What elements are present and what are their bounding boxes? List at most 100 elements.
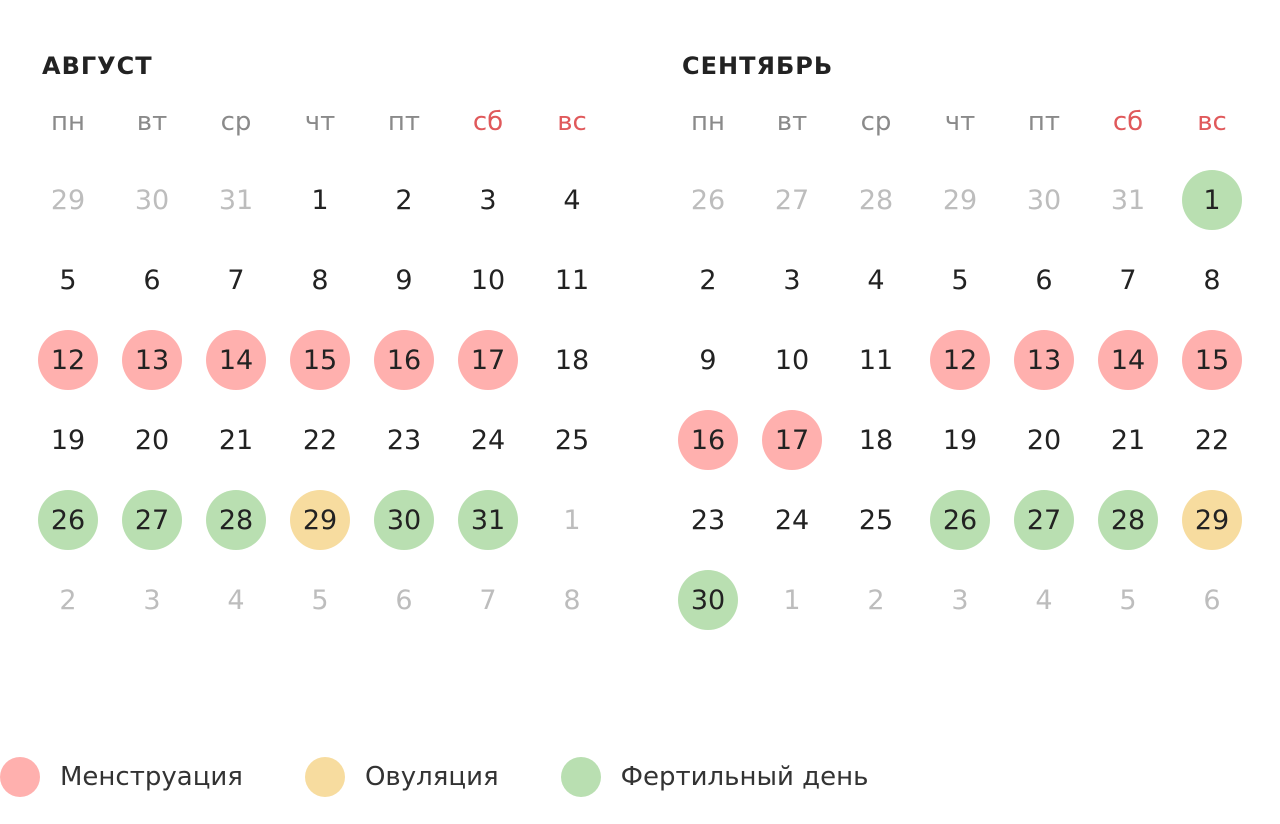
- day-cell-other-month[interactable]: 1: [530, 480, 614, 560]
- day-cell-fertile[interactable]: 27: [110, 480, 194, 560]
- day-cell-other-month[interactable]: 2: [834, 560, 918, 640]
- day-cell-fertile[interactable]: 28: [1086, 480, 1170, 560]
- day-cell-menstruation[interactable]: 16: [666, 400, 750, 480]
- day-number: 17: [762, 410, 822, 470]
- day-number: 3: [143, 584, 161, 616]
- day-cell[interactable]: 23: [362, 400, 446, 480]
- day-cell[interactable]: 10: [446, 240, 530, 320]
- day-cell[interactable]: 9: [362, 240, 446, 320]
- day-cell[interactable]: 3: [750, 240, 834, 320]
- day-cell-fertile[interactable]: 30: [362, 480, 446, 560]
- day-cell-menstruation[interactable]: 14: [194, 320, 278, 400]
- day-cell[interactable]: 5: [918, 240, 1002, 320]
- day-cell[interactable]: 4: [530, 160, 614, 240]
- day-cell[interactable]: 6: [1002, 240, 1086, 320]
- day-cell-menstruation[interactable]: 15: [1170, 320, 1254, 400]
- day-number: 16: [678, 410, 738, 470]
- day-cell[interactable]: 25: [834, 480, 918, 560]
- day-cell[interactable]: 18: [530, 320, 614, 400]
- day-cell-menstruation[interactable]: 15: [278, 320, 362, 400]
- day-cell-menstruation[interactable]: 12: [918, 320, 1002, 400]
- day-cell[interactable]: 2: [666, 240, 750, 320]
- day-cell-menstruation[interactable]: 13: [1002, 320, 1086, 400]
- day-cell-other-month[interactable]: 4: [194, 560, 278, 640]
- day-cell-other-month[interactable]: 31: [1086, 160, 1170, 240]
- day-cell-other-month[interactable]: 3: [918, 560, 1002, 640]
- day-cell-other-month[interactable]: 1: [750, 560, 834, 640]
- day-cell-other-month[interactable]: 29: [26, 160, 110, 240]
- day-cell-ovulation[interactable]: 29: [278, 480, 362, 560]
- day-cell[interactable]: 19: [26, 400, 110, 480]
- day-cell[interactable]: 7: [1086, 240, 1170, 320]
- day-cell[interactable]: 21: [1086, 400, 1170, 480]
- day-cell-fertile[interactable]: 26: [918, 480, 1002, 560]
- day-cell[interactable]: 20: [1002, 400, 1086, 480]
- day-cell-fertile[interactable]: 26: [26, 480, 110, 560]
- legend-item-fertile: Фертильный день: [560, 757, 868, 797]
- day-cell-other-month[interactable]: 2: [26, 560, 110, 640]
- day-cell-menstruation[interactable]: 13: [110, 320, 194, 400]
- day-cell-other-month[interactable]: 8: [530, 560, 614, 640]
- day-cell[interactable]: 19: [918, 400, 1002, 480]
- day-cell[interactable]: 10: [750, 320, 834, 400]
- day-cell[interactable]: 4: [834, 240, 918, 320]
- day-cell[interactable]: 24: [446, 400, 530, 480]
- day-cell-menstruation[interactable]: 17: [750, 400, 834, 480]
- day-number: 1: [563, 504, 581, 536]
- day-cell-menstruation[interactable]: 14: [1086, 320, 1170, 400]
- day-cell[interactable]: 18: [834, 400, 918, 480]
- day-cell-other-month[interactable]: 6: [1170, 560, 1254, 640]
- day-cell[interactable]: 8: [1170, 240, 1254, 320]
- day-cell[interactable]: 23: [666, 480, 750, 560]
- day-number: 22: [1194, 424, 1230, 456]
- day-cell-other-month[interactable]: 3: [110, 560, 194, 640]
- day-cell[interactable]: 24: [750, 480, 834, 560]
- day-cell[interactable]: 5: [26, 240, 110, 320]
- day-cell[interactable]: 1: [278, 160, 362, 240]
- day-cell[interactable]: 22: [278, 400, 362, 480]
- day-cell-other-month[interactable]: 30: [1002, 160, 1086, 240]
- day-cell-other-month[interactable]: 7: [446, 560, 530, 640]
- day-cell-fertile[interactable]: 31: [446, 480, 530, 560]
- day-cell[interactable]: 9: [666, 320, 750, 400]
- day-number: 9: [699, 344, 717, 376]
- day-number: 4: [1035, 584, 1053, 616]
- day-cell-other-month[interactable]: 29: [918, 160, 1002, 240]
- day-number: 8: [1203, 264, 1221, 296]
- day-cell[interactable]: 7: [194, 240, 278, 320]
- day-cell-other-month[interactable]: 30: [110, 160, 194, 240]
- day-cell-other-month[interactable]: 5: [1086, 560, 1170, 640]
- day-cell[interactable]: 20: [110, 400, 194, 480]
- day-number: 1: [311, 184, 329, 216]
- day-number: 29: [290, 490, 350, 550]
- day-cell-fertile[interactable]: 30: [666, 560, 750, 640]
- day-cell-fertile[interactable]: 28: [194, 480, 278, 560]
- day-cell[interactable]: 2: [362, 160, 446, 240]
- day-cell-fertile[interactable]: 27: [1002, 480, 1086, 560]
- day-cell-other-month[interactable]: 6: [362, 560, 446, 640]
- day-number: 28: [1098, 490, 1158, 550]
- day-number: 3: [783, 264, 801, 296]
- day-cell[interactable]: 25: [530, 400, 614, 480]
- day-cell-fertile[interactable]: 1: [1170, 160, 1254, 240]
- day-cell[interactable]: 8: [278, 240, 362, 320]
- day-number: 9: [395, 264, 413, 296]
- day-cell-menstruation[interactable]: 12: [26, 320, 110, 400]
- day-cell-ovulation[interactable]: 29: [1170, 480, 1254, 560]
- day-cell-other-month[interactable]: 5: [278, 560, 362, 640]
- day-cell[interactable]: 22: [1170, 400, 1254, 480]
- day-cell-menstruation[interactable]: 16: [362, 320, 446, 400]
- day-cell-other-month[interactable]: 31: [194, 160, 278, 240]
- day-cell[interactable]: 21: [194, 400, 278, 480]
- day-cell[interactable]: 11: [530, 240, 614, 320]
- day-cell[interactable]: 6: [110, 240, 194, 320]
- day-cell-other-month[interactable]: 28: [834, 160, 918, 240]
- day-cell[interactable]: 3: [446, 160, 530, 240]
- day-cell[interactable]: 11: [834, 320, 918, 400]
- day-cell-other-month[interactable]: 27: [750, 160, 834, 240]
- day-number: 12: [38, 330, 98, 390]
- day-cell-other-month[interactable]: 4: [1002, 560, 1086, 640]
- day-number: 8: [563, 584, 581, 616]
- day-cell-other-month[interactable]: 26: [666, 160, 750, 240]
- day-cell-menstruation[interactable]: 17: [446, 320, 530, 400]
